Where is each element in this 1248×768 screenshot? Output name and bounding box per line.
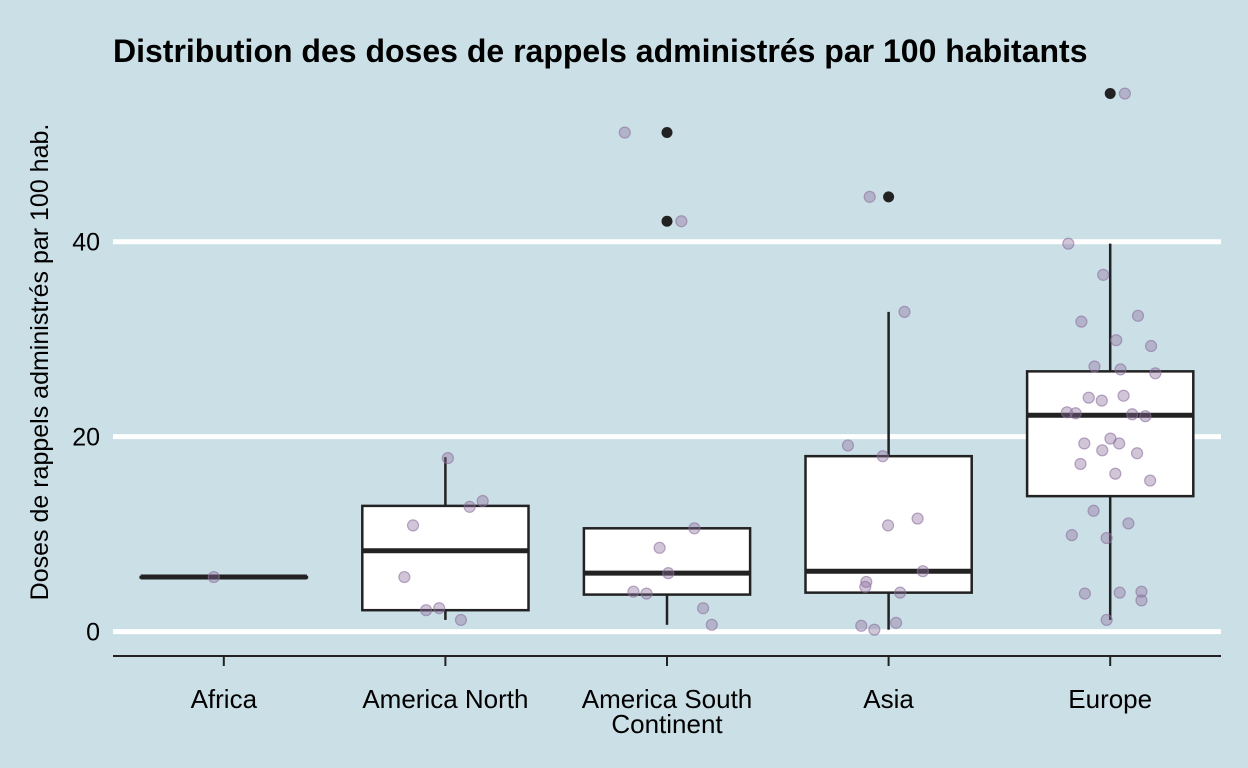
data-point: [859, 580, 872, 593]
data-point: [1110, 334, 1123, 347]
data-point: [1135, 594, 1148, 607]
data-point: [911, 512, 924, 525]
data-point: [1131, 309, 1145, 322]
data-point: [1075, 315, 1088, 328]
data-point: [420, 604, 433, 617]
x-tick-label-europe: Europe: [1068, 684, 1152, 714]
data-point: [841, 439, 855, 452]
data-point: [898, 305, 911, 318]
data-point: [1069, 407, 1082, 420]
data-point: [463, 500, 476, 513]
y-tick-label-40: 40: [72, 229, 100, 257]
data-point: [1062, 237, 1075, 250]
data-point: [1060, 406, 1074, 419]
x-tick-label-africa: Africa: [191, 684, 258, 714]
data-point: [406, 519, 420, 532]
data-point: [876, 450, 889, 463]
data-point: [1139, 410, 1152, 423]
x-tick-label-america-south-continent: Continent: [611, 709, 723, 739]
box-america-south-continent: [582, 127, 752, 625]
data-point: [889, 616, 903, 629]
data-point: [1118, 87, 1132, 100]
data-point: [1078, 587, 1091, 600]
data-point: [1113, 586, 1126, 599]
data-point: [894, 586, 907, 599]
box-asia: [804, 191, 973, 630]
outlier-point: [1104, 88, 1116, 100]
data-point: [1096, 444, 1109, 457]
boxes: [139, 88, 1195, 630]
chart-title: Distribution des doses de rappels admini…: [113, 33, 1088, 69]
outlier-point: [661, 127, 673, 139]
data-point: [618, 126, 631, 139]
data-point: [653, 541, 666, 554]
data-point: [1122, 517, 1135, 530]
data-point: [1144, 474, 1157, 487]
data-point: [454, 613, 468, 627]
y-tick-label-0: 0: [86, 619, 100, 647]
data-point: [441, 452, 454, 465]
data-point: [1082, 391, 1095, 404]
data-point: [627, 585, 640, 598]
data-point: [433, 602, 446, 615]
box-iqr: [582, 527, 752, 596]
data-point: [1100, 613, 1113, 627]
data-point: [1144, 339, 1158, 353]
data-point: [476, 494, 489, 508]
box-iqr: [361, 504, 530, 612]
x-tick-label-asia: Asia: [863, 684, 914, 714]
data-point: [697, 602, 710, 615]
data-points: [207, 87, 1162, 636]
data-point: [705, 618, 718, 631]
data-point: [1149, 367, 1162, 380]
data-point: [675, 215, 688, 228]
data-point: [1109, 467, 1122, 480]
data-point: [1078, 437, 1091, 450]
data-point: [640, 587, 653, 600]
outlier-point: [661, 215, 673, 227]
data-point: [1113, 437, 1126, 450]
data-point: [881, 519, 895, 532]
data-point: [855, 619, 868, 632]
x-axis-ticks: Africa America North America SouthContinen…: [191, 656, 1152, 739]
y-axis-label: Doses de rappels administrés par 100 hab…: [26, 124, 54, 601]
data-point: [1087, 504, 1100, 517]
data-point: [398, 570, 411, 584]
data-point: [1088, 360, 1101, 373]
data-point: [688, 522, 701, 535]
outlier-point: [883, 191, 895, 203]
data-point: [1097, 268, 1110, 281]
data-point: [1114, 363, 1127, 376]
data-point: [868, 623, 881, 636]
x-tick-label-america-north: America North: [362, 684, 528, 714]
data-point: [1074, 457, 1087, 471]
data-point: [1126, 408, 1139, 421]
box-america-north: [361, 457, 530, 620]
data-point: [662, 567, 675, 580]
data-point: [1117, 389, 1130, 402]
data-point: [1065, 529, 1078, 542]
data-point: [863, 190, 876, 203]
data-point: [1130, 447, 1144, 460]
data-point: [1135, 585, 1148, 598]
x-tick-label-america-south-continent: America South: [582, 684, 753, 714]
y-tick-label-20: 20: [72, 424, 100, 452]
data-point: [207, 570, 220, 584]
box-africa: [139, 574, 309, 580]
data-point: [1095, 394, 1108, 407]
data-point: [1100, 531, 1113, 545]
y-axis-ticks: 0 20 40: [72, 229, 100, 647]
data-point: [916, 565, 929, 578]
